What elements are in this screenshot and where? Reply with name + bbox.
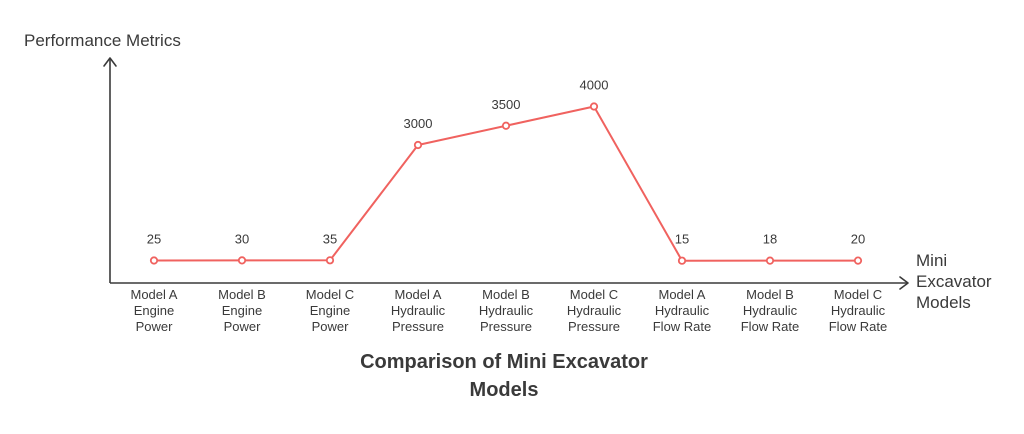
- x-tick-label: Model C Hydraulic Flow Rate: [829, 287, 888, 334]
- data-label: 25: [147, 232, 161, 247]
- x-axis-label: Mini Excavator Models: [916, 250, 992, 313]
- data-point: [413, 140, 423, 150]
- x-tick-label: Model C Hydraulic Pressure: [567, 287, 622, 334]
- data-label: 15: [675, 232, 689, 247]
- chart-axes: [103, 57, 909, 290]
- data-point: [677, 256, 687, 265]
- chart-title-line: Models: [469, 379, 539, 401]
- data-point: [501, 121, 511, 130]
- x-tick-labels-group: Model A Engine Power Model B Engine Power Mode…: [131, 287, 888, 334]
- x-tick-label: Model A Hydraulic Flow Rate: [653, 287, 712, 334]
- x-axis-label-line: Mini: [916, 251, 948, 270]
- data-point: [149, 256, 159, 265]
- data-point: [325, 256, 335, 265]
- y-axis-arrow-icon: [103, 57, 117, 67]
- data-labels-group: 25 30 35 3000 3500 4000 15 18 20: [147, 78, 865, 247]
- data-label: 3500: [492, 97, 521, 112]
- chart-title-line: Comparison of Mini Excavator: [360, 351, 648, 373]
- y-axis-label: Performance Metrics: [24, 31, 181, 50]
- x-tick-label: Model A Hydraulic Pressure: [391, 287, 446, 334]
- data-label: 4000: [580, 78, 609, 93]
- x-tick-label: Model B Hydraulic Flow Rate: [741, 287, 800, 334]
- chart-title: Comparison of Mini Excavator Models: [304, 348, 704, 404]
- x-tick-label: Model B Engine Power: [218, 287, 266, 334]
- data-label: 18: [763, 232, 777, 247]
- data-point: [853, 256, 863, 265]
- x-axis-label-line: Models: [916, 293, 971, 312]
- series-line-group: [149, 102, 863, 265]
- data-point: [765, 256, 775, 265]
- x-axis-label-line: Excavator: [916, 272, 992, 291]
- x-tick-label: Model A Engine Power: [131, 287, 178, 334]
- data-point: [237, 256, 247, 265]
- data-label: 30: [235, 231, 249, 246]
- data-label: 20: [851, 232, 865, 247]
- data-label: 35: [323, 231, 337, 246]
- x-tick-label: Model B Hydraulic Pressure: [479, 287, 534, 334]
- data-point: [589, 102, 599, 111]
- data-label: 3000: [404, 116, 433, 131]
- x-axis-arrow-icon: [899, 276, 909, 290]
- x-tick-label: Model C Engine Power: [306, 287, 354, 334]
